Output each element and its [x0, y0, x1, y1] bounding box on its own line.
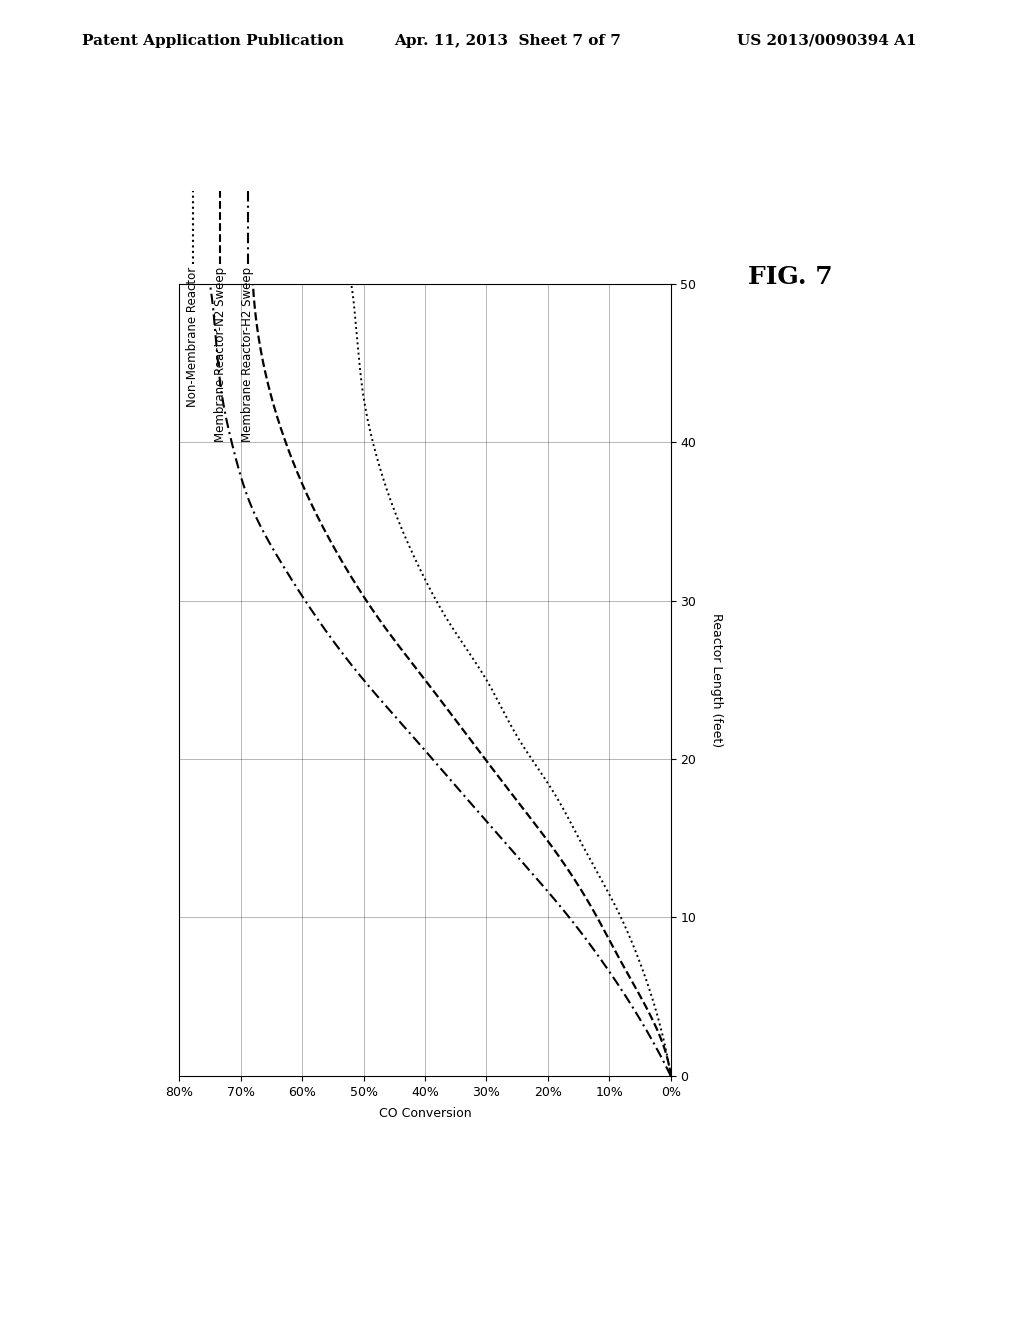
Membrane Reactor-H2 Sweep — [226, 436, 239, 451]
Membrane Reactor-H2 Sweep — [204, 276, 216, 292]
Text: US 2013/0090394 A1: US 2013/0090394 A1 — [737, 34, 916, 48]
Membrane Reactor-N2 Sweep — [286, 450, 298, 466]
Membrane Reactor-H2 Sweep — [423, 747, 435, 763]
Non-Membrane Reactor — [345, 276, 357, 292]
Line: Membrane Reactor-N2 Sweep: Membrane Reactor-N2 Sweep — [253, 284, 671, 1076]
Membrane Reactor-H2 Sweep — [665, 1068, 677, 1084]
Membrane Reactor-N2 Sweep — [455, 719, 467, 735]
Membrane Reactor-N2 Sweep — [281, 436, 293, 451]
Line: Membrane Reactor-H2 Sweep: Membrane Reactor-H2 Sweep — [210, 284, 671, 1076]
Non-Membrane Reactor — [371, 450, 383, 466]
Text: Apr. 11, 2013  Sheet 7 of 7: Apr. 11, 2013 Sheet 7 of 7 — [394, 34, 622, 48]
Non-Membrane Reactor — [506, 719, 518, 735]
Text: Patent Application Publication: Patent Application Publication — [82, 34, 344, 48]
Text: Membrane Reactor-H2 Sweep: Membrane Reactor-H2 Sweep — [242, 267, 254, 442]
Membrane Reactor-H2 Sweep — [229, 450, 242, 466]
Membrane Reactor-N2 Sweep — [634, 987, 646, 1003]
Membrane Reactor-N2 Sweep — [319, 524, 332, 540]
Membrane Reactor-H2 Sweep — [618, 987, 631, 1003]
Non-Membrane Reactor — [645, 987, 657, 1003]
Line: Non-Membrane Reactor: Non-Membrane Reactor — [351, 284, 671, 1076]
Membrane Reactor-N2 Sweep — [247, 276, 259, 292]
Y-axis label: Reactor Length (feet): Reactor Length (feet) — [711, 612, 723, 747]
Membrane Reactor-N2 Sweep — [665, 1068, 677, 1084]
Non-Membrane Reactor — [523, 747, 536, 763]
Text: Membrane Reactor-N2 Sweep: Membrane Reactor-N2 Sweep — [214, 267, 226, 442]
Membrane Reactor-H2 Sweep — [398, 719, 411, 735]
Membrane Reactor-N2 Sweep — [476, 747, 488, 763]
X-axis label: CO Conversion: CO Conversion — [379, 1107, 471, 1119]
Text: Non-Membrane Reactor: Non-Membrane Reactor — [186, 267, 199, 407]
Membrane Reactor-H2 Sweep — [257, 524, 269, 540]
Non-Membrane Reactor — [397, 524, 410, 540]
Text: FIG. 7: FIG. 7 — [748, 265, 833, 289]
Non-Membrane Reactor — [665, 1068, 677, 1084]
Non-Membrane Reactor — [368, 436, 380, 451]
